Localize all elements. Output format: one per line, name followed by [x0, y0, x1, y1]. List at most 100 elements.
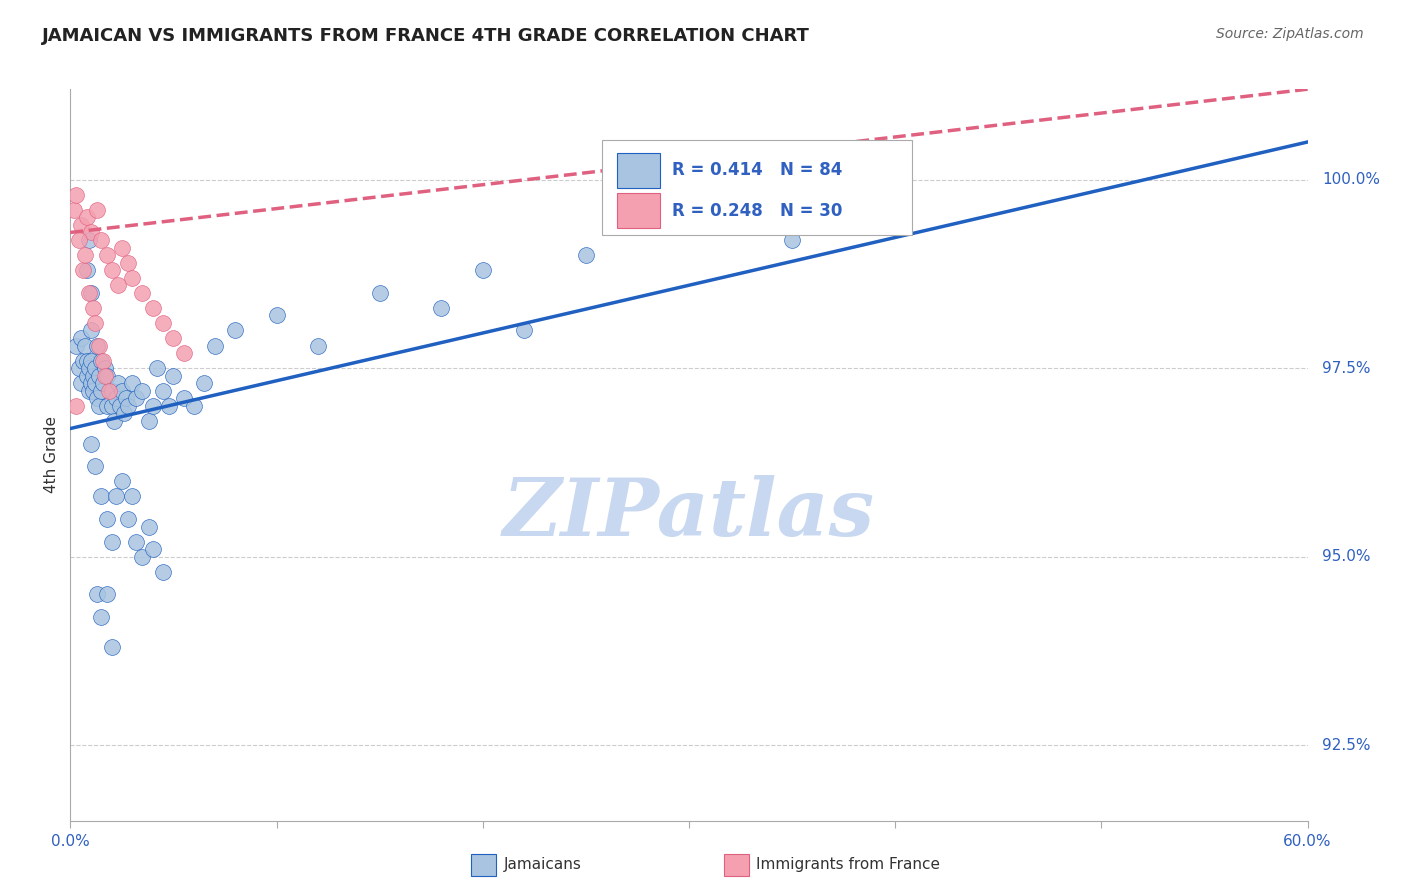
Point: [76, 263, 98, 277]
Text: 0.0%: 0.0%: [51, 834, 90, 849]
Point: [96, 368, 118, 383]
Point: [131, 549, 153, 564]
Point: [162, 331, 184, 345]
Point: [204, 338, 226, 352]
Point: [77, 233, 100, 247]
Point: [69, 376, 91, 391]
Point: [80, 376, 103, 391]
Point: [112, 407, 135, 421]
Point: [125, 534, 148, 549]
Point: [73, 248, 96, 262]
Point: [111, 475, 134, 489]
Point: [65, 338, 87, 352]
Point: [100, 263, 122, 277]
Point: [91, 376, 114, 391]
Point: [96, 587, 118, 601]
Point: [80, 324, 103, 338]
Point: [193, 376, 215, 391]
Point: [513, 324, 536, 338]
Point: [117, 255, 139, 269]
Point: [82, 384, 104, 398]
Point: [89, 368, 111, 383]
Point: [307, 338, 329, 352]
Point: [100, 384, 122, 398]
Point: [80, 353, 103, 368]
Point: [72, 353, 94, 368]
Point: [138, 414, 160, 428]
Point: [111, 241, 134, 255]
Point: [121, 489, 143, 503]
Text: 95.0%: 95.0%: [1323, 549, 1371, 565]
Point: [430, 301, 453, 315]
Point: [111, 384, 134, 398]
Point: [77, 361, 100, 376]
Text: ZIPatlas: ZIPatlas: [503, 475, 875, 552]
Point: [69, 331, 91, 345]
Point: [67, 233, 90, 247]
Point: [108, 399, 131, 413]
Point: [131, 384, 153, 398]
Text: Immigrants from France: Immigrants from France: [756, 857, 941, 871]
Text: JAMAICAN VS IMMIGRANTS FROM FRANCE 4TH GRADE CORRELATION CHART: JAMAICAN VS IMMIGRANTS FROM FRANCE 4TH G…: [42, 27, 810, 45]
Point: [98, 384, 121, 398]
Point: [157, 399, 180, 413]
Point: [142, 542, 165, 557]
Point: [90, 353, 112, 368]
Point: [65, 399, 87, 413]
Point: [100, 399, 122, 413]
Point: [69, 218, 91, 232]
Point: [80, 226, 103, 240]
Point: [138, 519, 160, 533]
Text: R = 0.414   N = 84: R = 0.414 N = 84: [672, 161, 842, 179]
Point: [86, 338, 108, 352]
Point: [84, 316, 107, 330]
Point: [224, 324, 246, 338]
Point: [96, 512, 118, 526]
Point: [117, 399, 139, 413]
Point: [152, 384, 174, 398]
Point: [162, 368, 184, 383]
Point: [69, 829, 91, 843]
Point: [69, 836, 91, 850]
Point: [142, 301, 165, 315]
Point: [86, 587, 108, 601]
Point: [107, 376, 129, 391]
Point: [471, 263, 494, 277]
Point: [86, 202, 108, 217]
Point: [65, 187, 87, 202]
Point: [121, 270, 143, 285]
FancyBboxPatch shape: [602, 140, 911, 235]
Point: [89, 338, 111, 352]
Point: [100, 640, 122, 655]
Point: [173, 346, 195, 360]
Point: [94, 361, 117, 376]
Point: [72, 263, 94, 277]
Point: [76, 211, 98, 225]
Point: [104, 392, 127, 406]
Point: [76, 353, 98, 368]
Point: [142, 399, 165, 413]
FancyBboxPatch shape: [617, 193, 661, 228]
Point: [146, 361, 169, 376]
Point: [131, 285, 153, 300]
Point: [104, 489, 127, 503]
Point: [67, 361, 90, 376]
Text: Source: ZipAtlas.com: Source: ZipAtlas.com: [1216, 27, 1364, 41]
Point: [183, 399, 205, 413]
Point: [90, 489, 112, 503]
Point: [125, 392, 148, 406]
Point: [90, 233, 112, 247]
Point: [575, 248, 598, 262]
Point: [115, 392, 138, 406]
Point: [152, 565, 174, 579]
Point: [84, 361, 107, 376]
Point: [82, 301, 104, 315]
Point: [77, 285, 100, 300]
Y-axis label: 4th Grade: 4th Grade: [44, 417, 59, 493]
Point: [76, 368, 98, 383]
Point: [173, 392, 195, 406]
Point: [80, 285, 103, 300]
Text: 92.5%: 92.5%: [1323, 738, 1371, 753]
Text: Jamaicans: Jamaicans: [503, 857, 581, 871]
Point: [80, 436, 103, 450]
